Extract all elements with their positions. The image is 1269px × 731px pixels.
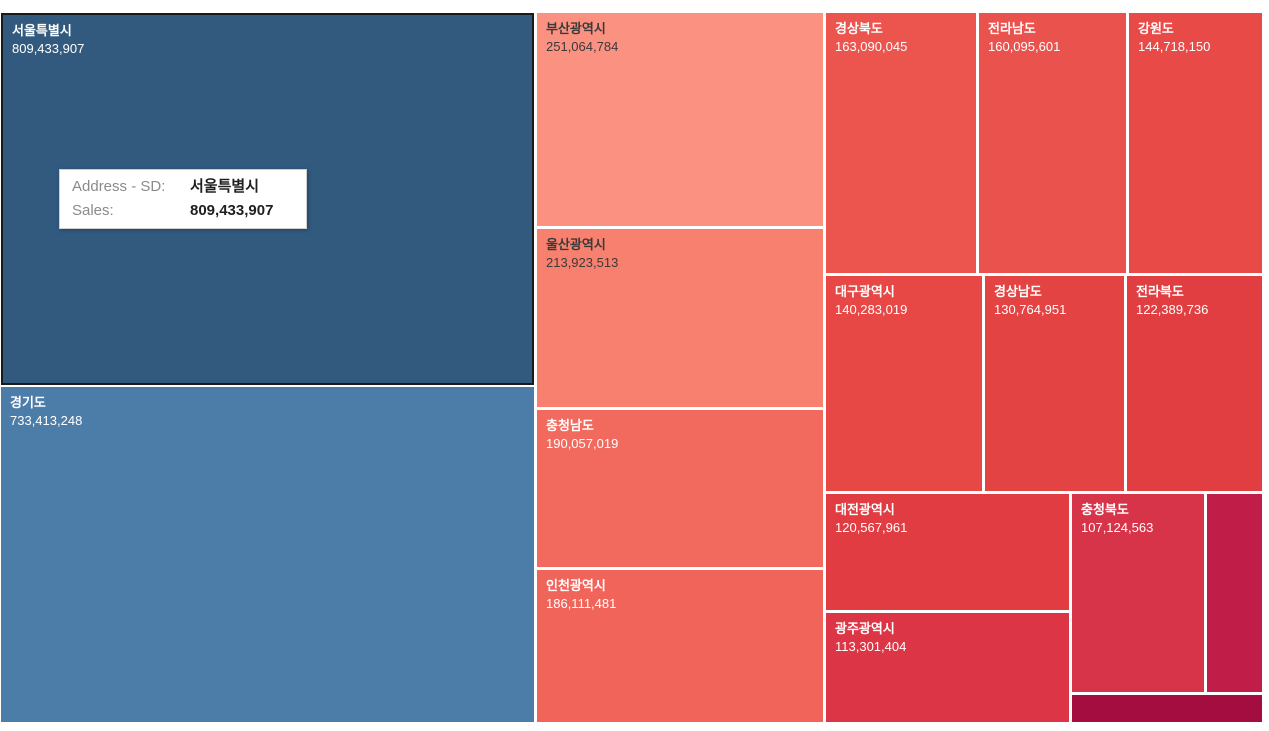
treemap-cell[interactable]: 광주광역시 113,301,404 (826, 613, 1069, 722)
cell-label: 대구광역시 140,283,019 (826, 276, 982, 319)
tooltip-label-sales: Sales: (72, 202, 114, 219)
treemap-cell[interactable]: 대구광역시 140,283,019 (826, 276, 982, 491)
cell-sales-value: 120,567,961 (835, 520, 908, 535)
cell-sales-value: 160,095,601 (988, 39, 1061, 54)
cell-label: 경기도 733,413,248 (1, 387, 534, 430)
cell-sales-value: 809,433,907 (12, 41, 85, 56)
cell-region-name: 전라북도 (1136, 284, 1184, 299)
cell-region-name: 경상북도 (835, 21, 883, 36)
treemap-cell[interactable]: 인천광역시 186,111,481 (537, 570, 823, 722)
cell-sales-value: 733,413,248 (10, 413, 83, 428)
cell-sales-value: 163,090,045 (835, 39, 908, 54)
cell-region-name: 부산광역시 (546, 21, 606, 36)
cell-label: 충청북도 107,124,563 (1072, 494, 1204, 537)
cell-region-name: 경상남도 (994, 284, 1042, 299)
cell-sales-value: 190,057,019 (546, 436, 619, 451)
cell-sales-value: 251,064,784 (546, 39, 619, 54)
cell-label: 전라북도 122,389,736 (1127, 276, 1262, 319)
cell-region-name: 경기도 (10, 395, 46, 410)
tooltip-value-sales: 809,433,907 (190, 202, 274, 219)
treemap-cell[interactable]: 충청남도 190,057,019 (537, 410, 823, 567)
cell-sales-value: 113,301,404 (835, 639, 907, 654)
cell-label: 강원도 144,718,150 (1129, 13, 1262, 56)
cell-sales-value: 122,389,736 (1136, 302, 1209, 317)
treemap-cell[interactable]: 전라북도 122,389,736 (1127, 276, 1262, 491)
cell-region-name: 인천광역시 (546, 578, 606, 593)
treemap-cell[interactable] (1207, 494, 1262, 692)
tooltip-value-address: 서울특별시 (190, 178, 260, 195)
cell-sales-value: 144,718,150 (1138, 39, 1211, 54)
treemap-cell[interactable]: 울산광역시 213,923,513 (537, 229, 823, 407)
cell-label: 전라남도 160,095,601 (979, 13, 1126, 56)
treemap-cell[interactable]: 대전광역시 120,567,961 (826, 494, 1069, 610)
treemap-cell[interactable] (1072, 695, 1262, 722)
cell-label: 충청남도 190,057,019 (537, 410, 823, 453)
cell-region-name: 전라남도 (988, 21, 1036, 36)
cell-label: 경상북도 163,090,045 (826, 13, 976, 56)
treemap-cell[interactable]: 충청북도 107,124,563 (1072, 494, 1204, 692)
cell-region-name: 강원도 (1138, 21, 1174, 36)
cell-label: 울산광역시 213,923,513 (537, 229, 823, 272)
cell-region-name: 충청북도 (1081, 502, 1129, 517)
cell-label: 대전광역시 120,567,961 (826, 494, 1069, 537)
cell-sales-value: 186,111,481 (546, 596, 617, 611)
cell-region-name: 대전광역시 (835, 502, 895, 517)
treemap-cell[interactable]: 부산광역시 251,064,784 (537, 13, 823, 226)
treemap-cell[interactable]: 경기도 733,413,248 (1, 387, 534, 722)
cell-label: 인천광역시 186,111,481 (537, 570, 823, 613)
tooltip-row-address: Address - SD: 서울특별시 (72, 175, 294, 199)
cell-sales-value: 130,764,951 (994, 302, 1067, 317)
cell-region-name: 광주광역시 (835, 621, 895, 636)
treemap-cell[interactable]: 경상북도 163,090,045 (826, 13, 976, 273)
cell-label: 서울특별시 809,433,907 (3, 15, 532, 58)
cell-region-name: 울산광역시 (546, 237, 606, 252)
tooltip: Address - SD: 서울특별시 Sales: 809,433,907 (59, 169, 307, 229)
cell-label: 광주광역시 113,301,404 (826, 613, 1069, 656)
treemap-cell[interactable]: 경상남도 130,764,951 (985, 276, 1124, 491)
cell-label: 경상남도 130,764,951 (985, 276, 1124, 319)
cell-sales-value: 140,283,019 (835, 302, 908, 317)
cell-region-name: 서울특별시 (12, 23, 72, 38)
cell-region-name: 충청남도 (546, 418, 594, 433)
treemap-cell[interactable]: 강원도 144,718,150 (1129, 13, 1262, 273)
cell-sales-value: 107,124,563 (1081, 520, 1154, 535)
treemap-cell[interactable]: 전라남도 160,095,601 (979, 13, 1126, 273)
cell-label: 부산광역시 251,064,784 (537, 13, 823, 56)
tooltip-label-address: Address - SD: (72, 178, 166, 195)
cell-region-name: 대구광역시 (835, 284, 895, 299)
tooltip-row-sales: Sales: 809,433,907 (72, 199, 294, 223)
cell-sales-value: 213,923,513 (546, 255, 619, 270)
